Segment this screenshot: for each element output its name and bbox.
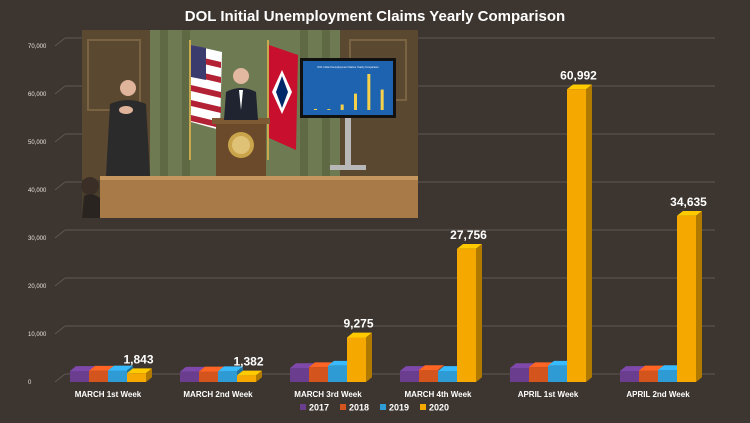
tv-mini-bar <box>314 108 317 110</box>
curtain-fold <box>160 30 168 180</box>
curtain-fold <box>182 30 190 180</box>
us-flag-icon <box>191 45 222 130</box>
data-label: 34,635 <box>670 195 707 209</box>
audience-head <box>81 177 99 195</box>
legend-entry: 2019 <box>389 403 409 413</box>
tv-mini-bar <box>327 109 331 110</box>
y-tick-label: 50,000 <box>28 140 47 146</box>
legend-entry: 2017 <box>309 403 329 413</box>
table-edge <box>100 176 418 180</box>
legend-entry: 2020 <box>429 403 449 413</box>
tv-mini-bar <box>354 93 357 110</box>
y-tick-label: 60,000 <box>28 92 47 98</box>
interpreter-body <box>106 100 150 176</box>
bar-2017-5 <box>510 363 535 382</box>
bar-2020-6 <box>677 210 702 382</box>
y-tick-label: 40,000 <box>28 188 47 194</box>
legend-swatch <box>380 404 386 410</box>
x-tick-label: APRIL 2nd Week <box>626 390 690 399</box>
bars <box>70 84 702 382</box>
x-tick-label: MARCH 1st Week <box>75 390 142 399</box>
data-label: 1,382 <box>233 355 263 369</box>
x-tick-label: MARCH 3rd Week <box>294 390 362 399</box>
tv-screen <box>303 61 393 115</box>
y-tick-label: 30,000 <box>28 236 47 242</box>
data-label: 27,756 <box>450 228 487 242</box>
bar-2020-4 <box>457 243 482 382</box>
data-label: 1,843 <box>123 352 153 366</box>
gridline <box>54 133 66 143</box>
gridline <box>54 37 66 47</box>
y-tick-label: 0 <box>28 380 32 386</box>
x-tick-label: MARCH 2nd Week <box>183 390 253 399</box>
interpreter-head <box>120 80 136 96</box>
tv-stand-base <box>330 165 366 170</box>
gridline <box>54 325 66 335</box>
tv-screen-title: DOL Initial Unemployment Claims Yearly C… <box>317 65 379 69</box>
arkansas-flag-icon <box>269 45 298 150</box>
bar-2020-5 <box>567 84 592 382</box>
bar-2020-1 <box>127 368 152 382</box>
y-tick-label: 20,000 <box>28 284 47 290</box>
bar-2020-2 <box>237 370 262 382</box>
legend-entry: 2018 <box>349 403 369 413</box>
legend: 2017 2018 2019 2020 <box>300 403 449 413</box>
x-tick-label: APRIL 1st Week <box>518 390 579 399</box>
y-axis: 0 10,000 20,000 30,000 40,000 50,000 60,000 70,… <box>28 44 47 386</box>
audience-body <box>82 194 100 218</box>
data-labels: 1,843 1,382 9,275 27,756 60,992 34,635 <box>123 68 707 368</box>
tv-mini-bar <box>380 89 384 110</box>
data-label: 9,275 <box>343 317 373 331</box>
tv-mini-chart <box>314 74 384 110</box>
podium-top <box>212 118 270 124</box>
tv-mini-bar <box>340 104 344 110</box>
y-tick-label: 10,000 <box>28 332 47 338</box>
gridline <box>54 181 66 191</box>
x-tick-label: MARCH 4th Week <box>405 390 473 399</box>
table <box>100 176 418 218</box>
y-tick-label: 70,000 <box>28 44 47 50</box>
x-axis: MARCH 1st Week MARCH 2nd Week MARCH 3rd We… <box>75 390 690 399</box>
video-inset: DOL Initial Unemployment Claims Yearly C… <box>81 30 418 218</box>
chart-title: DOL Initial Unemployment Claims Yearly C… <box>185 8 565 25</box>
tv-mini-bar <box>367 74 371 110</box>
interpreter-hands <box>119 106 133 114</box>
gridline <box>54 85 66 95</box>
legend-swatch <box>420 404 426 410</box>
speaker-head <box>233 68 249 84</box>
gridline <box>54 277 66 287</box>
tv-stand <box>345 118 351 168</box>
legend-swatch <box>340 404 346 410</box>
gridline <box>54 229 66 239</box>
bar-2020-3 <box>347 332 372 382</box>
data-label: 60,992 <box>560 68 597 82</box>
gridline <box>54 373 66 383</box>
legend-swatch <box>300 404 306 410</box>
